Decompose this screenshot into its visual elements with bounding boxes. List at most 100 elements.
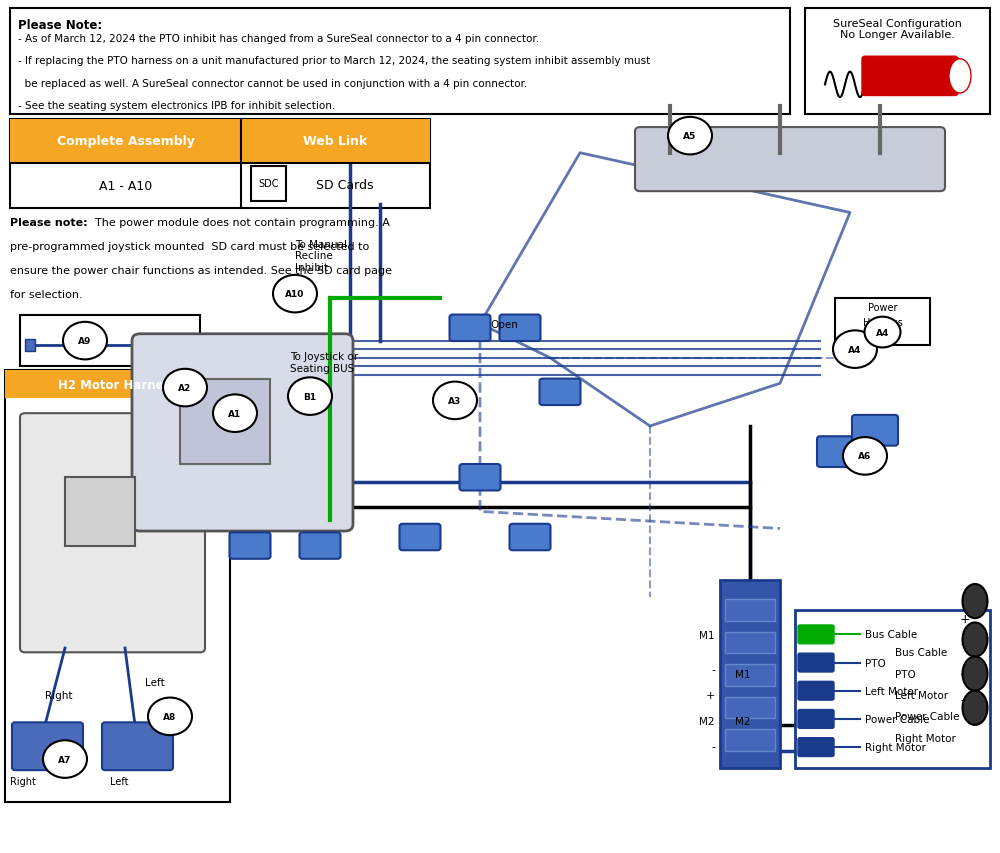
Text: Left Motor: Left Motor <box>865 686 918 696</box>
Text: Please note:: Please note: <box>10 218 88 228</box>
FancyBboxPatch shape <box>229 532 270 560</box>
Circle shape <box>148 698 192 735</box>
Text: Right: Right <box>45 690 72 700</box>
Text: Complete Assembly: Complete Assembly <box>57 136 194 148</box>
Circle shape <box>843 438 887 475</box>
Circle shape <box>864 317 900 348</box>
Circle shape <box>273 276 317 313</box>
Text: Left: Left <box>110 776 128 786</box>
Text: A9: A9 <box>78 337 92 345</box>
FancyBboxPatch shape <box>20 414 205 653</box>
Text: A7: A7 <box>58 755 72 763</box>
Text: To Manual
Recline
Inhibit: To Manual Recline Inhibit <box>295 240 347 272</box>
Text: M2: M2 <box>735 716 750 726</box>
Text: Left Motor: Left Motor <box>895 690 948 700</box>
Text: +: + <box>706 690 715 700</box>
FancyBboxPatch shape <box>725 729 775 751</box>
Ellipse shape <box>962 691 988 725</box>
Text: Open: Open <box>490 319 518 329</box>
FancyBboxPatch shape <box>862 57 958 96</box>
FancyBboxPatch shape <box>795 610 990 768</box>
Text: A1 - A10: A1 - A10 <box>99 180 152 193</box>
FancyBboxPatch shape <box>725 632 775 653</box>
Text: A1: A1 <box>228 409 242 418</box>
FancyBboxPatch shape <box>540 379 581 405</box>
Text: A3: A3 <box>448 397 462 405</box>
FancyBboxPatch shape <box>720 580 780 768</box>
FancyBboxPatch shape <box>20 316 200 367</box>
Circle shape <box>43 740 87 778</box>
Text: be replaced as well. A SureSeal connector cannot be used in conjunction with a 4: be replaced as well. A SureSeal connecto… <box>18 78 527 89</box>
FancyBboxPatch shape <box>5 371 230 802</box>
Text: PTO: PTO <box>895 669 916 679</box>
FancyBboxPatch shape <box>510 524 551 551</box>
Text: A2: A2 <box>178 384 192 392</box>
Circle shape <box>63 322 107 360</box>
Text: A4: A4 <box>848 345 862 354</box>
Text: Web Link: Web Link <box>303 136 368 148</box>
FancyBboxPatch shape <box>5 371 230 398</box>
FancyBboxPatch shape <box>725 664 775 686</box>
FancyBboxPatch shape <box>251 166 286 202</box>
Text: SureSeal Configuration
No Longer Available.: SureSeal Configuration No Longer Availab… <box>833 19 962 40</box>
Text: - If replacing the PTO harness on a unit manufactured prior to March 12, 2024, t: - If replacing the PTO harness on a unit… <box>18 56 650 67</box>
FancyBboxPatch shape <box>65 478 135 546</box>
Circle shape <box>213 395 257 432</box>
Text: Please Note:: Please Note: <box>18 19 102 32</box>
Text: Power Cable: Power Cable <box>895 711 960 722</box>
Text: A8: A8 <box>163 712 177 721</box>
Circle shape <box>433 382 477 420</box>
FancyBboxPatch shape <box>798 738 834 757</box>
Circle shape <box>288 378 332 415</box>
FancyBboxPatch shape <box>10 119 241 164</box>
Text: H2 Motor Harness: H2 Motor Harness <box>58 378 177 392</box>
Text: -: - <box>711 664 715 675</box>
Text: M1: M1 <box>735 669 750 679</box>
FancyBboxPatch shape <box>798 682 834 700</box>
Text: Right Motor: Right Motor <box>895 733 956 743</box>
FancyBboxPatch shape <box>399 524 440 551</box>
FancyBboxPatch shape <box>500 315 541 341</box>
FancyBboxPatch shape <box>300 532 340 560</box>
Text: M1: M1 <box>700 630 715 641</box>
FancyBboxPatch shape <box>635 128 945 192</box>
FancyBboxPatch shape <box>12 722 83 770</box>
Text: Right Motor: Right Motor <box>865 742 926 752</box>
Text: Bus Cable: Bus Cable <box>865 630 917 640</box>
FancyBboxPatch shape <box>798 710 834 728</box>
FancyBboxPatch shape <box>180 380 270 465</box>
Text: A6: A6 <box>858 452 872 461</box>
Ellipse shape <box>962 623 988 657</box>
Text: Power: Power <box>868 303 897 313</box>
Circle shape <box>668 118 712 155</box>
Text: Power
Harness: Power Harness <box>860 313 902 335</box>
Text: +: + <box>960 612 971 625</box>
FancyBboxPatch shape <box>449 315 490 341</box>
Text: Bus Cable: Bus Cable <box>895 647 947 658</box>
Circle shape <box>833 331 877 368</box>
Text: The power module does not contain programming. A: The power module does not contain progra… <box>95 218 390 228</box>
Text: A5: A5 <box>683 132 697 141</box>
Text: - See the seating system electronics IPB for inhibit selection.: - See the seating system electronics IPB… <box>18 101 335 111</box>
FancyBboxPatch shape <box>725 600 775 621</box>
Text: -: - <box>960 637 964 651</box>
Ellipse shape <box>949 60 971 94</box>
Text: Right: Right <box>10 776 36 786</box>
FancyBboxPatch shape <box>798 625 834 644</box>
Bar <box>25 339 35 351</box>
FancyBboxPatch shape <box>241 119 430 164</box>
Text: ensure the power chair functions as intended. See the SD card page: ensure the power chair functions as inte… <box>10 265 392 276</box>
Ellipse shape <box>962 657 988 691</box>
FancyBboxPatch shape <box>10 119 430 209</box>
Text: B1: B1 <box>303 392 317 401</box>
FancyBboxPatch shape <box>805 9 990 115</box>
Text: for selection.: for selection. <box>10 289 83 299</box>
Text: Harness: Harness <box>863 317 902 328</box>
Text: To Joystick or
Seating BUS: To Joystick or Seating BUS <box>290 351 358 374</box>
Text: PTO: PTO <box>865 658 886 668</box>
FancyBboxPatch shape <box>459 464 500 490</box>
Ellipse shape <box>962 584 988 618</box>
Text: Left: Left <box>145 677 165 688</box>
FancyBboxPatch shape <box>835 299 930 345</box>
Text: - As of March 12, 2024 the PTO inhibit has changed from a SureSeal connector to : - As of March 12, 2024 the PTO inhibit h… <box>18 34 539 44</box>
